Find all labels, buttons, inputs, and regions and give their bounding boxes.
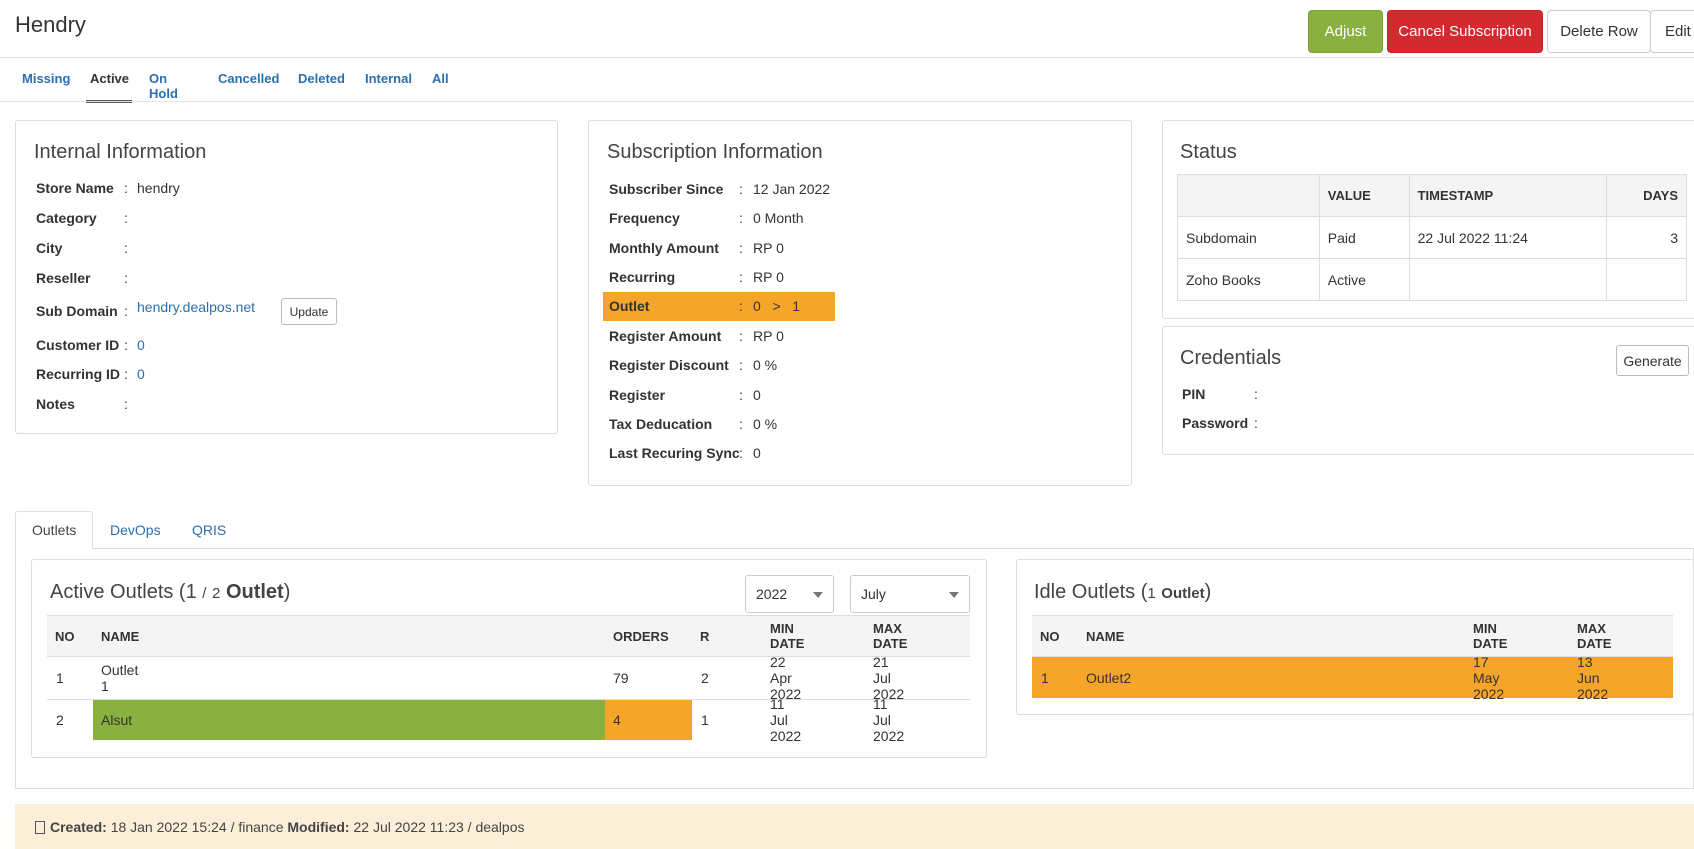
status-cell — [1606, 258, 1687, 301]
col-header: MAX DATE — [1577, 621, 1612, 651]
panel-title: Credentials — [1180, 347, 1282, 369]
name-highlight — [93, 700, 605, 740]
subscription-value: 0 > 1 — [753, 298, 801, 314]
subscription-value: 12 Jan 2022 — [753, 181, 831, 197]
notes-label: Notes — [36, 396, 75, 412]
subdomain-link[interactable]: hendry.dealpos.net — [137, 299, 256, 315]
tab-outlets[interactable]: Outlets — [15, 511, 94, 549]
delete-row-button[interactable]: Delete Row — [1547, 10, 1651, 53]
table-row: Subdomain Paid 22 Jul 2022 11:24 3 — [1177, 216, 1687, 259]
recurring-id-label: Recurring ID — [36, 366, 121, 382]
col-header: NO — [1040, 628, 1060, 644]
reseller-label: Reseller — [36, 270, 91, 286]
status-table: VALUE TIMESTAMP DAYS Subdomain Paid 22 J… — [1177, 174, 1687, 301]
col-header: MAX DATE — [873, 621, 908, 651]
edit-button[interactable]: Edit — [1650, 10, 1694, 53]
active-outlets-title: Active Outlets (1 / 2 Outlet) — [50, 581, 291, 603]
col-header: NAME — [101, 628, 140, 644]
status-header — [1177, 174, 1320, 217]
city-label: City — [36, 240, 63, 256]
panel-title: Status — [1180, 141, 1237, 163]
generate-button[interactable]: Generate — [1616, 345, 1689, 376]
tab-all[interactable]: All — [432, 71, 449, 86]
col-header: NO — [55, 628, 75, 644]
col-header: ORDERS — [613, 628, 669, 644]
outlet-row-highlight — [603, 292, 835, 321]
tab-qris[interactable]: QRIS — [192, 522, 227, 538]
tab-cancelled[interactable]: Cancelled — [218, 71, 280, 86]
panel-title: Subscription Information — [607, 141, 823, 163]
status-cell: Zoho Books — [1177, 258, 1320, 301]
subscription-label: Recurring — [609, 269, 676, 285]
audit-footer: Created: 18 Jan 2022 15:24 / finance Mod… — [15, 804, 1694, 849]
subscription-label: Outlet — [609, 298, 650, 314]
status-cell: Active — [1318, 258, 1410, 301]
tabs-divider — [15, 548, 1694, 549]
col-header: R — [700, 628, 710, 644]
status-cell: Paid — [1318, 216, 1410, 259]
subscription-value: RP 0 — [753, 240, 784, 256]
tab-deleted[interactable]: Deleted — [298, 71, 345, 86]
status-header: DAYS — [1606, 174, 1687, 217]
pin-label: PIN — [1182, 386, 1206, 402]
update-button[interactable]: Update — [281, 298, 337, 325]
subscription-label: Monthly Amount — [609, 240, 719, 256]
subscription-value: 0 % — [753, 416, 778, 432]
idle-outlets-title: Idle Outlets (1 Outlet) — [1034, 581, 1212, 603]
chevron-down-icon — [813, 592, 823, 598]
divider — [0, 101, 1694, 102]
customer-id-label: Customer ID — [36, 337, 120, 353]
tab-internal[interactable]: Internal — [365, 71, 412, 86]
store-name-value: hendry — [137, 180, 180, 196]
recurring-id-link[interactable]: 0 — [137, 366, 145, 382]
file-icon — [35, 821, 45, 834]
subscription-label: Tax Deducation — [609, 416, 713, 432]
status-header: VALUE — [1318, 174, 1410, 217]
tab-missing[interactable]: Missing — [22, 71, 71, 86]
status-header: TIMESTAMP — [1408, 174, 1608, 217]
subscription-value: RP 0 — [753, 269, 784, 285]
month-select[interactable]: July — [850, 575, 970, 613]
orders-highlight — [605, 700, 692, 740]
password-label: Password — [1182, 415, 1249, 431]
panel-title: Internal Information — [34, 141, 207, 163]
category-label: Category — [36, 210, 97, 226]
customer-id-link[interactable]: 0 — [137, 337, 145, 353]
subscription-value: 0 — [753, 445, 761, 461]
tab-on-hold[interactable]: On Hold — [149, 71, 178, 101]
divider — [0, 57, 1694, 58]
col-header: MIN DATE — [1473, 621, 1508, 651]
status-cell — [1408, 258, 1608, 301]
table-row: Zoho Books Active — [1177, 258, 1687, 301]
subscription-value: 0 % — [753, 357, 778, 373]
col-header: NAME — [1086, 628, 1125, 644]
subscription-label: Subscriber Since — [609, 181, 724, 197]
subscription-value: 0 — [753, 387, 761, 403]
adjust-button[interactable]: Adjust — [1308, 10, 1383, 53]
cancel-subscription-button[interactable]: Cancel Subscription — [1387, 10, 1543, 53]
credentials-panel: Credentials Generate PIN : Password : — [1162, 326, 1694, 455]
row-highlight — [1032, 657, 1673, 698]
subscription-label: Register Discount — [609, 357, 729, 373]
page-title: Hendry — [15, 12, 86, 37]
subscription-label: Register Amount — [609, 328, 722, 344]
status-cell: 3 — [1606, 216, 1687, 259]
subscription-label: Frequency — [609, 210, 680, 226]
internal-information-panel: Internal Information Store Name : hendry… — [15, 120, 558, 434]
status-cell: 22 Jul 2022 11:24 — [1408, 216, 1608, 259]
status-cell: Subdomain — [1177, 216, 1320, 259]
year-select[interactable]: 2022 — [745, 575, 834, 613]
subscription-value: 0 Month — [753, 210, 804, 226]
col-header: MIN DATE — [770, 621, 805, 651]
chevron-down-icon — [949, 592, 959, 598]
store-name-label: Store Name — [36, 180, 114, 196]
subscription-value: RP 0 — [753, 328, 784, 344]
subdomain-label: Sub Domain — [36, 303, 118, 319]
subscription-label: Last Recuring Sync — [609, 445, 740, 461]
tab-active[interactable]: Active — [90, 71, 130, 86]
tab-devops[interactable]: DevOps — [110, 522, 161, 538]
subscription-label: Register — [609, 387, 666, 403]
